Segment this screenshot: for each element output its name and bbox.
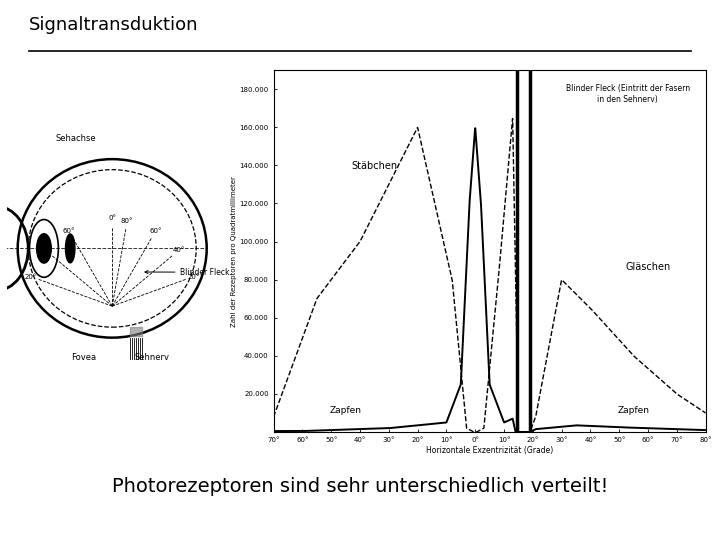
Text: Photorezeptoren sind sehr unterschiedlich verteilt!: Photorezeptoren sind sehr unterschiedlic… bbox=[112, 476, 608, 496]
Text: 20°: 20° bbox=[24, 274, 37, 280]
Text: Blinder Fleck (Eintritt der Fasern
in den Sehnerv): Blinder Fleck (Eintritt der Fasern in de… bbox=[566, 84, 690, 104]
Text: Signaltransduktion: Signaltransduktion bbox=[29, 16, 198, 34]
Text: Fovea: Fovea bbox=[71, 353, 96, 362]
Y-axis label: Zahl der Rezeptoren pro Quadratmillimeter: Zahl der Rezeptoren pro Quadratmillimete… bbox=[230, 176, 237, 327]
Text: Blinder Fleck: Blinder Fleck bbox=[145, 268, 230, 276]
Text: Sehnerv: Sehnerv bbox=[134, 353, 169, 362]
Text: 0°: 0° bbox=[108, 214, 116, 220]
Text: 20°: 20° bbox=[187, 274, 199, 280]
Ellipse shape bbox=[66, 234, 75, 263]
Text: Stäbchen: Stäbchen bbox=[351, 161, 397, 171]
Text: Zapfen: Zapfen bbox=[330, 406, 361, 415]
Text: 80°: 80° bbox=[121, 218, 133, 224]
Text: 40°: 40° bbox=[172, 247, 185, 253]
Text: 60°: 60° bbox=[63, 228, 75, 234]
Text: 60°: 60° bbox=[149, 228, 162, 234]
X-axis label: Horizontale Exzentrizität (Grade): Horizontale Exzentrizität (Grade) bbox=[426, 446, 553, 455]
Text: Sehachse: Sehachse bbox=[55, 134, 96, 144]
Text: Zapfen: Zapfen bbox=[618, 406, 649, 415]
Text: 40°: 40° bbox=[40, 247, 52, 253]
Text: Gläschen: Gläschen bbox=[626, 262, 670, 272]
Ellipse shape bbox=[37, 234, 51, 263]
